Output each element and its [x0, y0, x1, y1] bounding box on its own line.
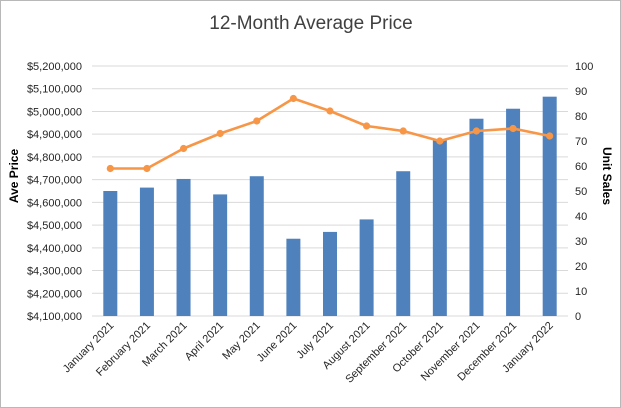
y-tick-label-right: 50: [575, 186, 587, 198]
y-tick-label-left: $5,200,000: [27, 61, 82, 73]
line-point: [289, 94, 297, 103]
y-tick-label-right: 90: [575, 86, 587, 98]
line-point: [326, 107, 334, 115]
line-point: [509, 124, 517, 133]
bar: [506, 108, 521, 317]
y-tick-label-left: $4,900,000: [27, 129, 82, 141]
bar: [103, 191, 118, 316]
y-tick-label-right: 70: [575, 136, 587, 148]
y-tick-label-right: 30: [575, 236, 587, 248]
line-point: [106, 164, 114, 173]
y-axis-title-left: Ave Price: [7, 149, 21, 204]
y-tick-label-right: 40: [575, 211, 587, 223]
y-tick-label-right: 0: [575, 311, 581, 323]
bar: [213, 194, 228, 316]
x-tick-label: April 2021: [183, 320, 227, 364]
bar: [176, 178, 191, 316]
y-axis-title-right: Unit Sales: [600, 147, 614, 205]
y-tick-label-right: 20: [575, 261, 587, 273]
x-tick-label: June 2021: [255, 320, 300, 365]
line-point: [143, 164, 151, 173]
line-point: [436, 137, 444, 145]
line-series: [106, 94, 554, 173]
bar: [286, 238, 301, 316]
y-tick-label-left: $4,800,000: [27, 152, 82, 164]
y-tick-label-right: 80: [575, 111, 587, 123]
y-tick-label-left: $4,100,000: [27, 311, 82, 323]
line-point: [253, 117, 261, 125]
bar: [542, 96, 557, 316]
bar-series: [103, 96, 557, 317]
bar: [323, 231, 337, 316]
bar: [469, 118, 484, 317]
y-axis-left-ticks: $4,100,000 $4,200,000 $4,300,000 $4,400,000…: [27, 61, 82, 323]
y-tick-label-left: $5,100,000: [27, 84, 82, 96]
y-tick-label-right: 100: [575, 61, 593, 73]
line-point: [399, 127, 407, 135]
line-point: [472, 127, 481, 135]
y-tick-label-left: $4,600,000: [27, 197, 82, 209]
y-tick-label-left: $5,000,000: [27, 106, 82, 118]
y-axis-right-ticks: 0 10 20 30 40 50 60 70 80 90 100: [575, 61, 593, 323]
line-point: [546, 132, 554, 140]
line-point: [363, 122, 371, 130]
y-tick-label-left: $4,500,000: [27, 220, 82, 232]
y-tick-label-left: $4,200,000: [27, 288, 82, 300]
y-tick-label-right: 10: [575, 286, 587, 298]
bar: [249, 176, 264, 316]
line-point: [179, 144, 188, 153]
line-point: [216, 129, 224, 138]
y-tick-label-left: $4,400,000: [27, 243, 82, 255]
y-tick-label-left: $4,300,000: [27, 266, 82, 278]
bar: [396, 171, 411, 316]
bar: [359, 219, 374, 316]
y-tick-label-left: $4,700,000: [27, 175, 82, 187]
bar: [432, 139, 447, 316]
chart-title: 12-Month Average Price: [209, 13, 413, 34]
y-tick-label-right: 60: [575, 161, 587, 173]
bar: [139, 187, 154, 316]
